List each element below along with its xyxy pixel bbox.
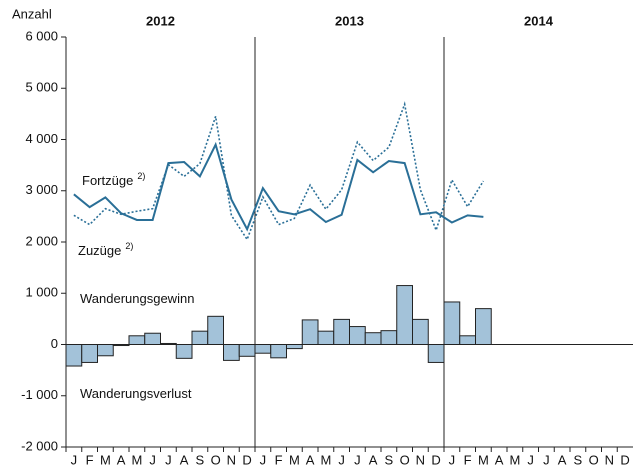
- x-tick-label: J: [149, 452, 156, 467]
- bar: [81, 344, 98, 363]
- bar: [396, 285, 413, 345]
- footnote: 2): [137, 171, 145, 181]
- x-tick-label: M: [131, 452, 142, 467]
- x-tick-label: A: [117, 452, 126, 467]
- gain-label: Wanderungsgewinn: [80, 291, 194, 306]
- x-tick-label: J: [354, 452, 361, 467]
- x-tick-label: A: [558, 452, 567, 467]
- bar: [270, 344, 287, 359]
- bar: [301, 319, 319, 345]
- y-tick-label: 3 000: [25, 182, 58, 197]
- x-tick-label: N: [227, 452, 236, 467]
- x-tick-label: A: [369, 452, 378, 467]
- footnote: 2): [125, 241, 133, 251]
- y-tick-label: 2 000: [25, 233, 58, 248]
- x-tick-label: O: [589, 452, 599, 467]
- x-tick-label: A: [306, 452, 315, 467]
- bar: [364, 332, 382, 345]
- x-tick-label: N: [416, 452, 425, 467]
- bar: [286, 344, 303, 350]
- x-tick-label: J: [543, 452, 550, 467]
- y-tick-label: 0: [51, 336, 58, 351]
- x-tick-label: F: [275, 452, 283, 467]
- year-label: 2012: [146, 13, 175, 28]
- x-tick-label: M: [100, 452, 111, 467]
- bar: [223, 344, 240, 361]
- zuzuege-label: Zuzüge 2): [78, 241, 133, 258]
- x-tick-label: M: [320, 452, 331, 467]
- x-tick-label: J: [338, 452, 345, 467]
- x-tick-label: J: [260, 452, 267, 467]
- label-text: Wanderungsverlust: [80, 386, 192, 401]
- y-tick-label: -2 000: [21, 438, 58, 453]
- bar: [333, 318, 350, 346]
- x-tick-label: D: [620, 452, 629, 467]
- bar: [65, 344, 83, 367]
- y-tick-label: 5 000: [25, 80, 58, 95]
- y-tick-label: 6 000: [25, 28, 58, 43]
- x-tick-label: F: [464, 452, 472, 467]
- x-tick-label: J: [527, 452, 534, 467]
- label-text: Zuzüge: [78, 243, 121, 258]
- x-tick-label: J: [449, 452, 456, 467]
- label-text: Fortzüge: [82, 173, 133, 188]
- bar: [412, 318, 429, 346]
- x-tick-label: O: [400, 452, 410, 467]
- x-tick-label: J: [71, 452, 78, 467]
- x-tick-label: A: [495, 452, 504, 467]
- x-tick-label: S: [196, 452, 205, 467]
- bar: [207, 315, 224, 345]
- bar: [128, 335, 146, 346]
- bar: [97, 344, 114, 357]
- y-tick-label: 4 000: [25, 131, 58, 146]
- x-tick-label: S: [385, 452, 394, 467]
- bar: [175, 344, 193, 359]
- bar: [475, 308, 492, 345]
- bar: [238, 344, 256, 357]
- x-tick-label: J: [165, 452, 172, 467]
- x-tick-label: M: [509, 452, 520, 467]
- x-tick-label: N: [605, 452, 614, 467]
- bar: [254, 344, 272, 354]
- bar: [144, 332, 161, 346]
- x-tick-label: A: [180, 452, 189, 467]
- x-tick-label: F: [86, 452, 94, 467]
- line-solid: [73, 141, 484, 232]
- bar: [349, 326, 366, 345]
- y-tick-label: 1 000: [25, 285, 58, 300]
- label-text: Wanderungsgewinn: [80, 291, 194, 306]
- y-tick-label: -1 000: [21, 387, 58, 402]
- loss-label: Wanderungsverlust: [80, 386, 192, 401]
- bar: [317, 330, 335, 345]
- x-tick-label: M: [289, 452, 300, 467]
- bar: [427, 344, 445, 363]
- x-tick-label: D: [431, 452, 440, 467]
- bar: [443, 301, 461, 345]
- x-tick-label: D: [242, 452, 251, 467]
- year-label: 2014: [524, 13, 554, 28]
- y-axis-label: Anzahl: [12, 6, 52, 21]
- x-tick-label: M: [478, 452, 489, 467]
- year-label: 2013: [335, 13, 364, 28]
- fortzuege-label: Fortzüge 2): [82, 171, 145, 188]
- x-tick-label: O: [211, 452, 221, 467]
- bar: [459, 335, 476, 346]
- bar: [380, 330, 398, 346]
- bar: [191, 330, 209, 345]
- x-tick-label: S: [574, 452, 583, 467]
